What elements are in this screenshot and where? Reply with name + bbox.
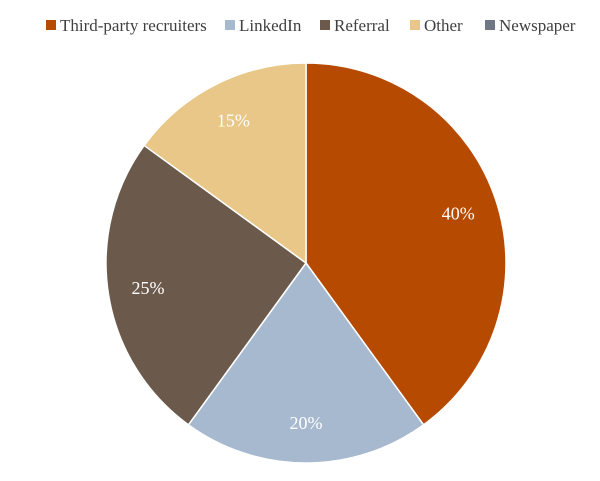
legend: Third-party recruiters LinkedIn Referral Ot… [46, 16, 576, 35]
data-label-3: 15% [217, 110, 250, 130]
legend-label: Third-party recruiters [60, 16, 207, 35]
legend-label: Other [424, 16, 463, 35]
data-label-0: 40% [442, 204, 475, 224]
legend-label: Referral [334, 16, 390, 35]
data-label-4: 0% [294, 31, 318, 51]
pie-slice-1 [187, 261, 425, 464]
legend-item-3: Other [410, 16, 463, 35]
legend-swatch [46, 20, 56, 30]
data-label-2: 25% [132, 278, 165, 298]
data-label-1: 20% [290, 413, 323, 433]
legend-swatch [410, 20, 420, 30]
legend-item-4: Newspaper [485, 16, 576, 35]
pie-slice-3 [143, 62, 307, 265]
legend-item-0: Third-party recruiters [46, 16, 207, 35]
legend-swatch [485, 20, 495, 30]
pie-slices [105, 62, 507, 464]
legend-label: LinkedIn [239, 16, 302, 35]
legend-label: Newspaper [499, 16, 576, 35]
slice-labels: 40% 20% 25% 15% 0% [132, 31, 475, 433]
legend-swatch [225, 20, 235, 30]
pie-slice-2 [105, 144, 308, 426]
pie-slice-0 [305, 62, 507, 426]
legend-item-2: Referral [320, 16, 390, 35]
legend-item-1: LinkedIn [225, 16, 302, 35]
legend-swatch [320, 20, 330, 30]
